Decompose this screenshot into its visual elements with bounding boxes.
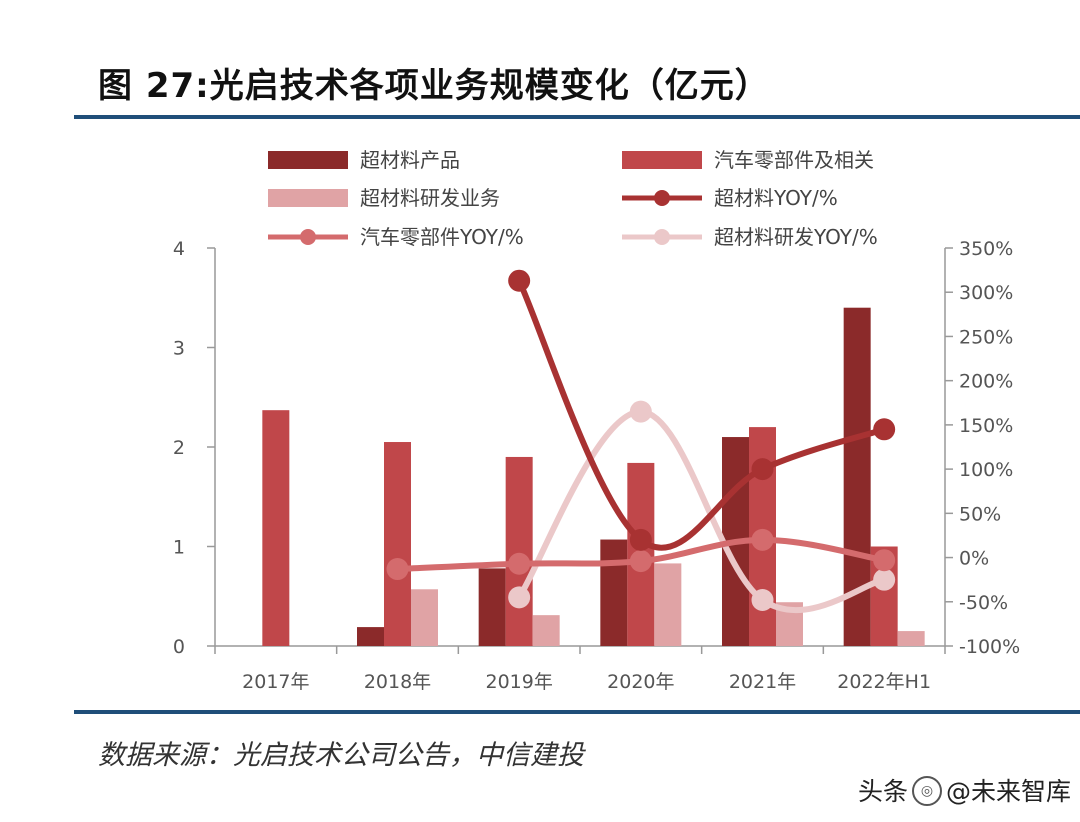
bar-1-0 <box>262 410 290 646</box>
right-tick-label: 350% <box>959 238 1013 260</box>
x-tick-label: 2017年 <box>242 671 309 693</box>
data-source-note: 数据来源：光启技术公司公告，中信建投 <box>98 740 584 771</box>
line-point-1-3 <box>751 528 774 551</box>
legend-label-5: 超材料研发YOY/% <box>714 225 878 249</box>
right-tick-label: 150% <box>959 415 1013 437</box>
line-point-2-3 <box>873 568 896 591</box>
bar-1-1 <box>384 442 411 646</box>
line-point-2-0 <box>508 586 531 609</box>
bar-2-2 <box>532 615 560 646</box>
legend-label-3: 超材料YOY/% <box>714 186 838 210</box>
bar-0-2 <box>478 568 506 646</box>
right-tick-label: 250% <box>959 326 1013 348</box>
right-tick-label: 50% <box>959 503 1001 525</box>
chart-title: 图 27:光启技术各项业务规模变化（亿元） <box>98 66 770 106</box>
legend-swatch-0 <box>268 151 348 169</box>
left-tick-label: 2 <box>173 437 185 459</box>
right-tick-label: -50% <box>959 592 1008 614</box>
line-point-1-2 <box>629 550 652 573</box>
legend-swatch-2 <box>268 189 348 207</box>
line-point-0-1 <box>629 528 652 551</box>
wechat-icon: ◎ <box>912 776 943 806</box>
x-tick-label: 2018年 <box>364 671 431 693</box>
line-point-0-0 <box>508 269 531 292</box>
bars <box>262 307 925 646</box>
source-rule <box>74 710 1080 714</box>
line-point-0-2 <box>751 458 774 481</box>
bar-0-3 <box>600 539 628 646</box>
bar-1-2 <box>505 456 533 646</box>
left-tick-label: 3 <box>173 338 185 360</box>
bar-2-1 <box>411 589 438 646</box>
watermark: 头条 ◎ @未来智库 <box>858 772 1071 810</box>
x-tick-label: 2019年 <box>485 671 552 693</box>
legend-marker-5 <box>654 229 670 245</box>
line-point-2-1 <box>629 400 652 423</box>
line-point-1-0 <box>386 558 409 581</box>
legend-swatch-1 <box>622 151 702 169</box>
axes: 0 1 2 3 4 -100% -50% 0% 50% 100% 150% 200% 250% 300% 3… <box>173 238 1020 693</box>
legend-marker-4 <box>300 229 316 245</box>
x-tick-label: 2021年 <box>729 671 796 693</box>
line-series-2 <box>516 408 888 614</box>
watermark-handle: @未来智库 <box>946 777 1072 806</box>
watermark-prefix: 头条 <box>858 777 909 806</box>
left-tick-label: 0 <box>173 636 185 658</box>
bar-0-1 <box>357 627 384 646</box>
bar-2-3 <box>654 563 682 646</box>
line-point-1-4 <box>873 549 896 572</box>
right-tick-label: -100% <box>959 636 1020 658</box>
right-tick-label: 100% <box>959 459 1013 481</box>
legend-label-4: 汽车零部件YOY/% <box>360 225 524 249</box>
right-tick-label: 300% <box>959 282 1013 304</box>
left-tick-label: 1 <box>173 537 185 559</box>
right-tick-label: 0% <box>959 548 989 570</box>
line-point-1-1 <box>508 552 531 575</box>
lines <box>386 269 896 614</box>
legend-label-1: 汽车零部件及相关 <box>714 148 874 172</box>
legend-marker-3 <box>654 190 670 206</box>
line-point-2-2 <box>751 589 774 612</box>
x-tick-label: 2020年 <box>607 671 674 693</box>
title-rule <box>74 115 1080 119</box>
line-series-0 <box>516 277 888 551</box>
line-point-0-3 <box>873 418 896 441</box>
x-tick-label: 2022年H1 <box>837 671 931 693</box>
left-tick-label: 4 <box>173 238 185 260</box>
bar-2-5 <box>897 631 925 646</box>
legend-label-0: 超材料产品 <box>360 148 460 172</box>
legend-label-2: 超材料研发业务 <box>360 186 500 210</box>
right-tick-label: 200% <box>959 371 1013 393</box>
